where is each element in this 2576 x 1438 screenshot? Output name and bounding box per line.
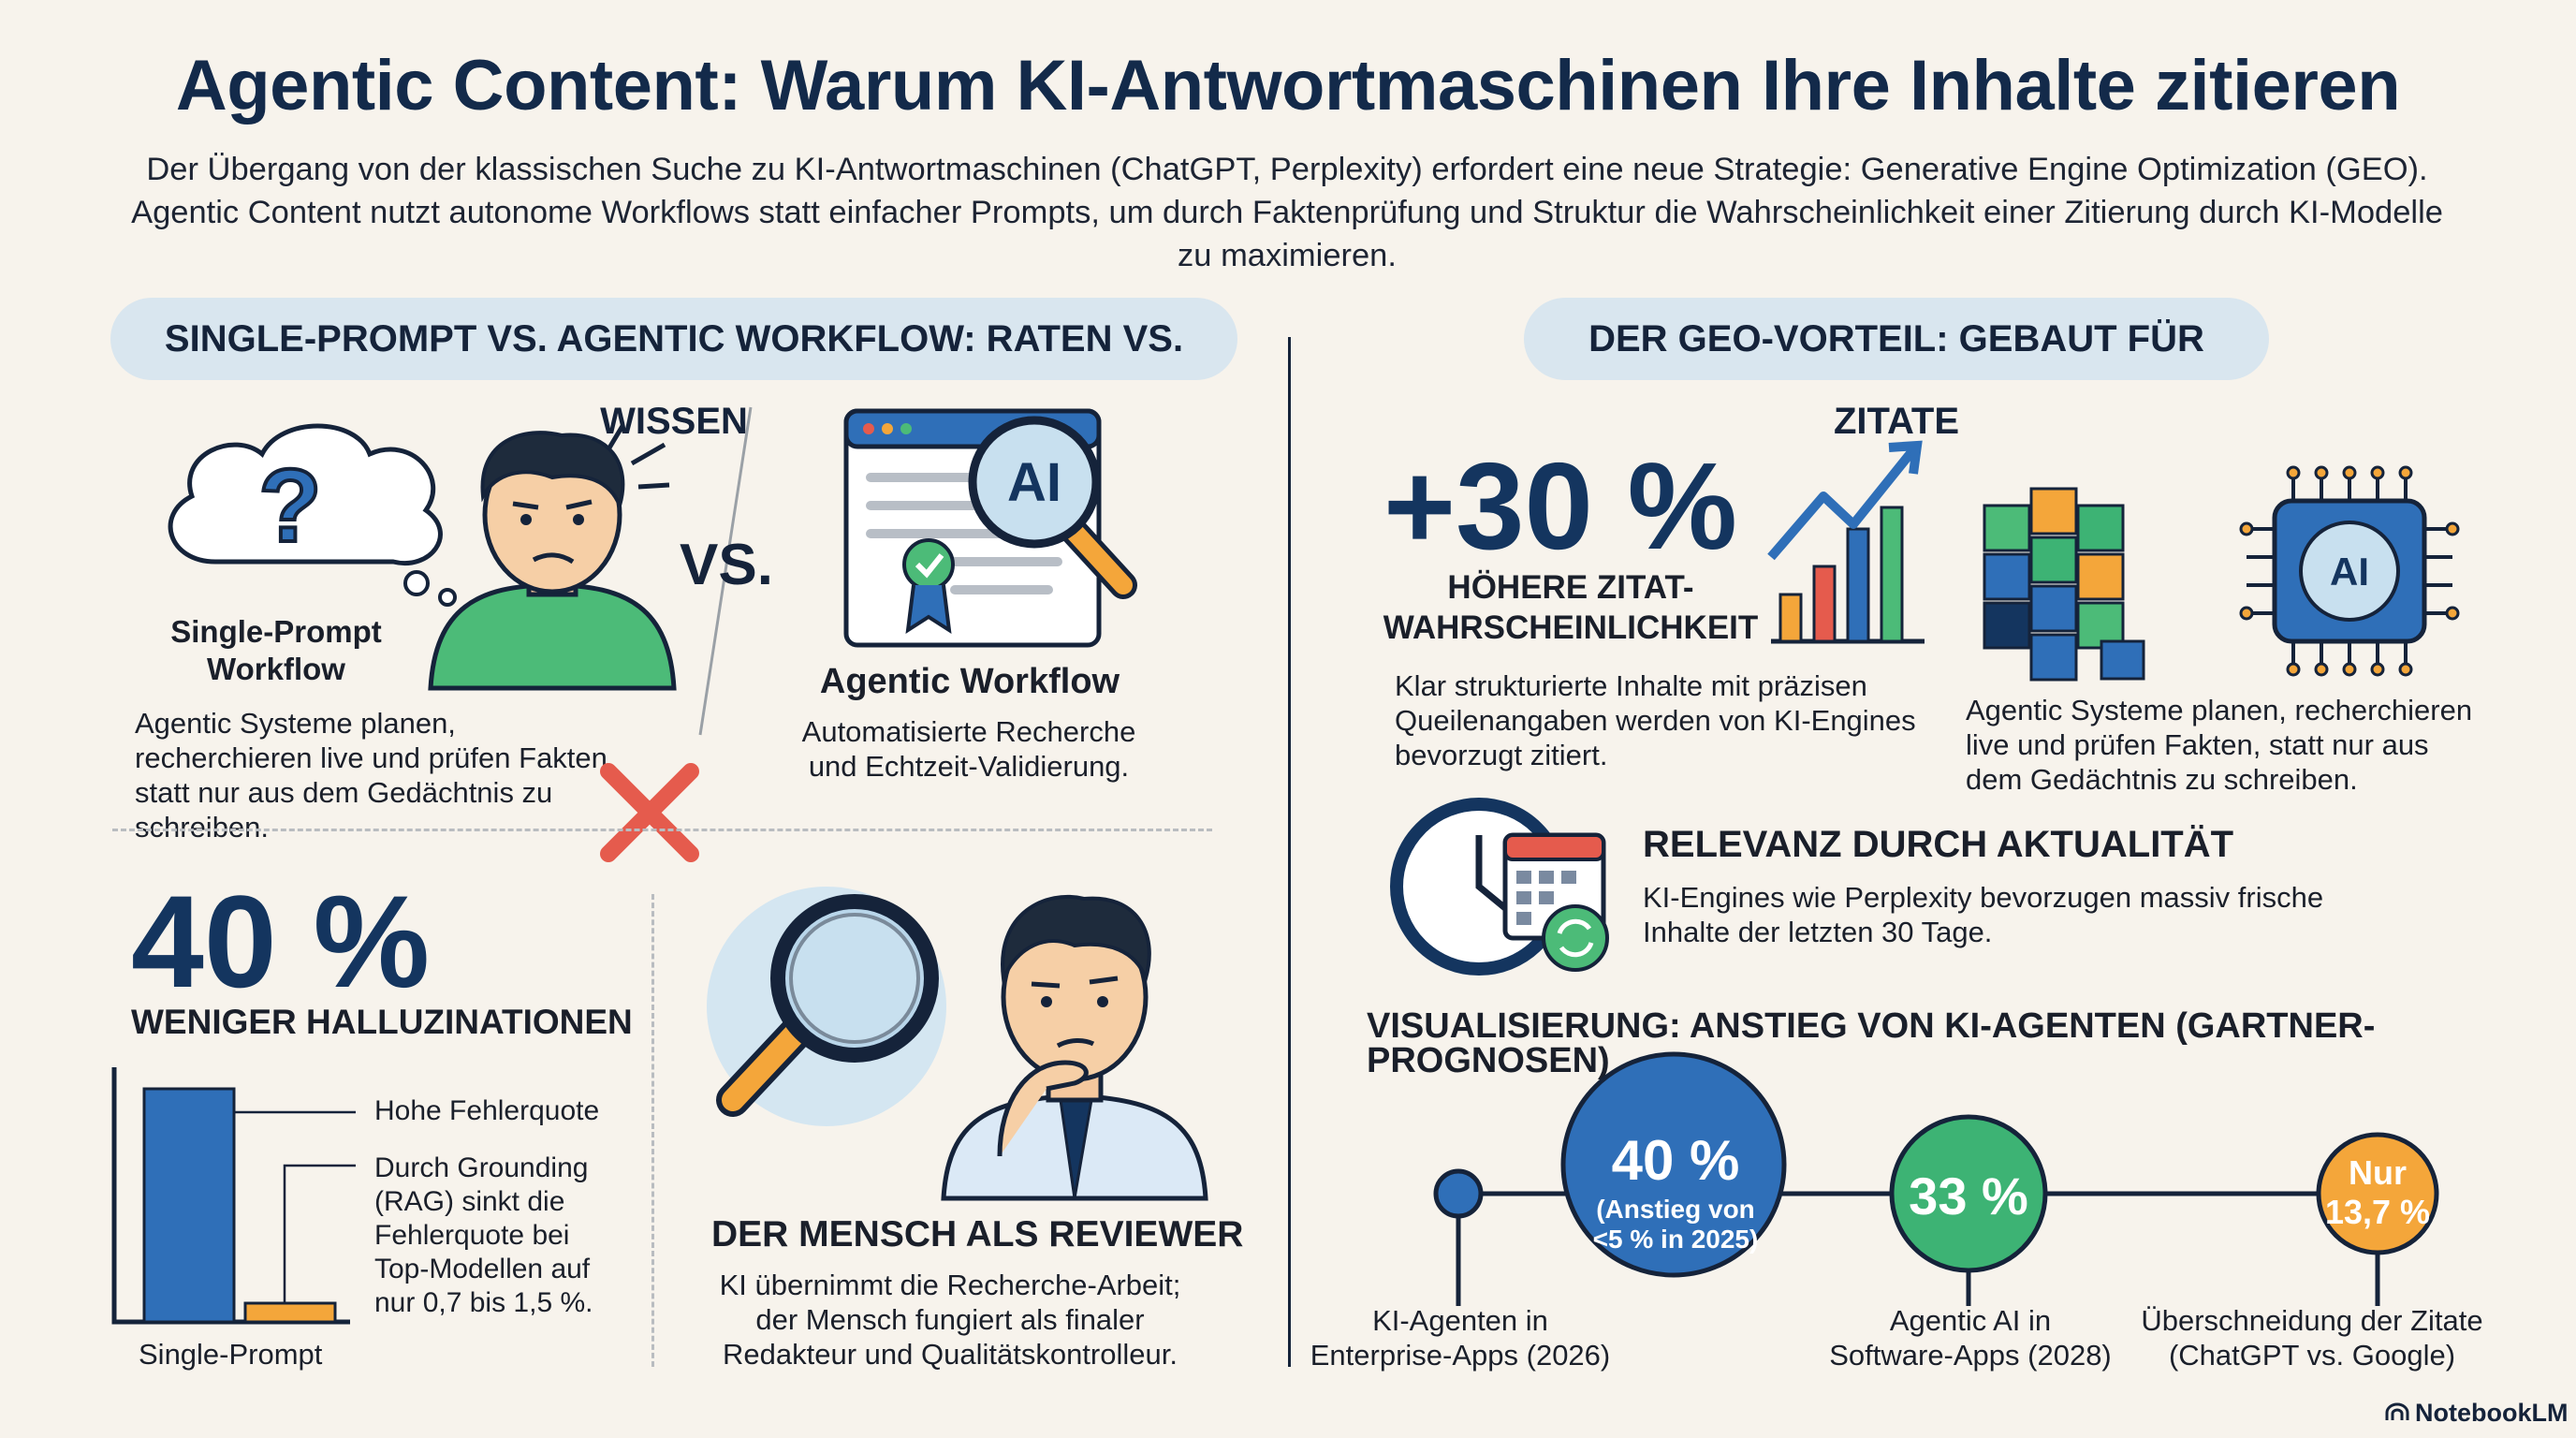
citation-stat-label: HÖHERE ZITAT- WAHRSCHEINLICHKEIT bbox=[1383, 569, 1759, 646]
notebooklm-logo-icon bbox=[2385, 1402, 2409, 1420]
timeline-node-2 bbox=[1560, 1051, 1787, 1278]
timeline-value-4: Nur 13,7 % bbox=[2324, 1153, 2431, 1231]
citation-stat-value: +30 % bbox=[1383, 437, 1737, 575]
reviewer-heading: DER MENSCH ALS REVIEWER bbox=[711, 1214, 1244, 1255]
error-bar-chart bbox=[111, 1067, 356, 1325]
thought-cloud-icon: ? bbox=[168, 423, 457, 607]
ai-chip-icon: AI bbox=[2239, 465, 2460, 677]
bar-high bbox=[142, 1087, 236, 1324]
agentic-workflow-text: Automatisierte Recherche und Echtzeit-Va… bbox=[801, 715, 1136, 783]
clock-calendar-icon bbox=[1390, 798, 1609, 976]
hallucination-stat-label: WENIGER HALLUZINATIONEN bbox=[131, 1003, 633, 1041]
right-agentic-text: Agentic Systeme planen, recherchieren li… bbox=[1966, 694, 2473, 796]
visualization-heading: VISUALISIERUNG: ANSTIEG VON KI-AGENTEN (… bbox=[1367, 1006, 2376, 1080]
vs-divider bbox=[698, 406, 753, 736]
right-section-heading: DER GEO-VORTEIL: GEBAUT FÜR ZITATE bbox=[1524, 298, 2269, 442]
relevance-text: KI-Engines wie Perplexity bevorzugen mas… bbox=[1643, 881, 2324, 948]
timeline-node-4 bbox=[2316, 1132, 2439, 1255]
center-divider bbox=[1288, 337, 1291, 1367]
page-title: Agentic Content: Warum KI-Antwortmaschin… bbox=[175, 46, 2401, 125]
timeline-label-3: Agentic AI in Software-Apps (2028) bbox=[1829, 1304, 2112, 1372]
left-separator bbox=[112, 829, 1212, 831]
vs-label: VS. bbox=[680, 533, 773, 597]
intro-text: Der Übergang von der klassischen Suche z… bbox=[131, 152, 2443, 273]
agentic-workflow-label: Agentic Workflow bbox=[819, 662, 1120, 701]
timeline-sub-2: (Anstieg von <5 % in 2025) bbox=[1592, 1195, 1759, 1254]
reviewer-text: KI übernimmt die Recherche-Arbeit; der M… bbox=[719, 1269, 1181, 1371]
timeline-label-4: Überschneidung der Zitate (ChatGPT vs. G… bbox=[2141, 1304, 2483, 1372]
timeline-node-3 bbox=[1889, 1114, 2048, 1273]
hallucination-stat-value: 40 % bbox=[131, 868, 431, 1015]
citation-stat-text: Klar strukturierte Inhalte mit präzisen … bbox=[1395, 669, 1916, 771]
magnifier-icon bbox=[707, 887, 946, 1126]
reviewer-person-icon bbox=[941, 894, 1208, 1201]
single-prompt-text: Agentic Systeme planen, recherchieren li… bbox=[135, 707, 616, 844]
timeline bbox=[1433, 1051, 2439, 1306]
single-prompt-label: Single-Prompt Workflow bbox=[170, 614, 382, 686]
bar-label-high: Hohe Fehlerquote bbox=[374, 1095, 600, 1126]
question-mark: ? bbox=[258, 448, 321, 564]
relevance-heading: RELEVANZ DURCH AKTUALITÄT bbox=[1643, 824, 2234, 865]
footer-brand: NotebookLM bbox=[2415, 1399, 2569, 1427]
left-section-heading: SINGLE-PROMPT VS. AGENTIC WORKFLOW: RATE… bbox=[110, 298, 1237, 442]
bar-axis-label: Single-Prompt bbox=[139, 1338, 323, 1371]
ai-badge: AI bbox=[1007, 452, 1061, 513]
left-vertical-separator bbox=[651, 894, 654, 1367]
timeline-value-3: 33 % bbox=[1909, 1167, 2028, 1225]
timeline-label-1: KI-Agenten in Enterprise-Apps (2026) bbox=[1310, 1304, 1611, 1372]
bar-label-low: Durch Grounding (RAG) sinkt die Fehlerqu… bbox=[374, 1152, 593, 1318]
confused-person-icon bbox=[428, 424, 677, 691]
timeline-node-1 bbox=[1433, 1168, 1484, 1219]
chip-badge: AI bbox=[2330, 550, 2369, 594]
browser-window-icon: AI bbox=[843, 408, 1137, 648]
timeline-value-2: 40 % bbox=[1611, 1129, 1740, 1192]
bar-low bbox=[243, 1301, 337, 1324]
growth-chart-icon bbox=[1767, 440, 1925, 644]
data-cubes-icon bbox=[1983, 487, 2145, 682]
cross-icon bbox=[600, 763, 699, 862]
